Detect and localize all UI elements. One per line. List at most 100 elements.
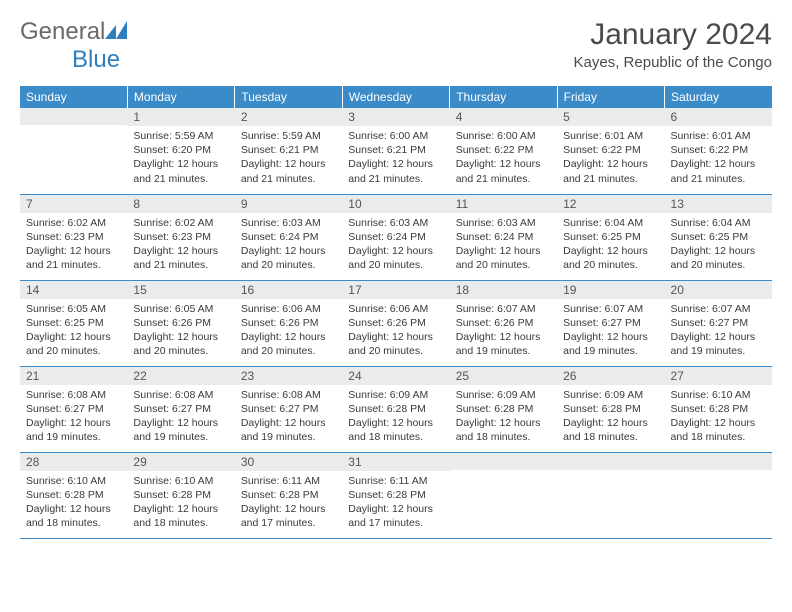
calendar-cell: 28Sunrise: 6:10 AMSunset: 6:28 PMDayligh… xyxy=(20,452,127,538)
calendar-row: 21Sunrise: 6:08 AMSunset: 6:27 PMDayligh… xyxy=(20,366,772,452)
day-details: Sunrise: 6:09 AMSunset: 6:28 PMDaylight:… xyxy=(450,385,557,449)
calendar-cell: 3Sunrise: 6:00 AMSunset: 6:21 PMDaylight… xyxy=(342,108,449,194)
day-details: Sunrise: 6:00 AMSunset: 6:21 PMDaylight:… xyxy=(342,126,449,190)
day-number: 1 xyxy=(127,108,234,126)
day-details: Sunrise: 6:10 AMSunset: 6:28 PMDaylight:… xyxy=(665,385,772,449)
calendar-cell: 5Sunrise: 6:01 AMSunset: 6:22 PMDaylight… xyxy=(557,108,664,194)
day-details: Sunrise: 6:10 AMSunset: 6:28 PMDaylight:… xyxy=(127,471,234,535)
day-details: Sunrise: 6:07 AMSunset: 6:27 PMDaylight:… xyxy=(665,299,772,363)
calendar-cell: 31Sunrise: 6:11 AMSunset: 6:28 PMDayligh… xyxy=(342,452,449,538)
day-number: 15 xyxy=(127,281,234,299)
day-number: 20 xyxy=(665,281,772,299)
day-number: 21 xyxy=(20,367,127,385)
weekday-header: Thursday xyxy=(450,86,557,108)
day-number-empty xyxy=(665,453,772,470)
day-details: Sunrise: 6:04 AMSunset: 6:25 PMDaylight:… xyxy=(665,213,772,277)
weekday-header: Tuesday xyxy=(235,86,342,108)
day-number-empty xyxy=(450,453,557,470)
day-number: 24 xyxy=(342,367,449,385)
weekday-header: Monday xyxy=(127,86,234,108)
day-details: Sunrise: 6:01 AMSunset: 6:22 PMDaylight:… xyxy=(665,126,772,190)
calendar-cell: 17Sunrise: 6:06 AMSunset: 6:26 PMDayligh… xyxy=(342,280,449,366)
month-title: January 2024 xyxy=(574,18,772,52)
day-number-empty xyxy=(557,453,664,470)
day-number: 2 xyxy=(235,108,342,126)
calendar-table: SundayMondayTuesdayWednesdayThursdayFrid… xyxy=(20,86,772,539)
calendar-cell: 24Sunrise: 6:09 AMSunset: 6:28 PMDayligh… xyxy=(342,366,449,452)
day-number: 16 xyxy=(235,281,342,299)
location: Kayes, Republic of the Congo xyxy=(574,54,772,71)
calendar-row: 14Sunrise: 6:05 AMSunset: 6:25 PMDayligh… xyxy=(20,280,772,366)
calendar-cell: 9Sunrise: 6:03 AMSunset: 6:24 PMDaylight… xyxy=(235,194,342,280)
calendar-cell: 16Sunrise: 6:06 AMSunset: 6:26 PMDayligh… xyxy=(235,280,342,366)
calendar-cell: 2Sunrise: 5:59 AMSunset: 6:21 PMDaylight… xyxy=(235,108,342,194)
calendar-cell xyxy=(20,108,127,194)
day-details: Sunrise: 6:04 AMSunset: 6:25 PMDaylight:… xyxy=(557,213,664,277)
day-details: Sunrise: 6:03 AMSunset: 6:24 PMDaylight:… xyxy=(342,213,449,277)
weekday-header: Saturday xyxy=(665,86,772,108)
calendar-cell: 8Sunrise: 6:02 AMSunset: 6:23 PMDaylight… xyxy=(127,194,234,280)
day-number: 22 xyxy=(127,367,234,385)
calendar-row: 1Sunrise: 5:59 AMSunset: 6:20 PMDaylight… xyxy=(20,108,772,194)
day-number: 27 xyxy=(665,367,772,385)
day-details: Sunrise: 6:07 AMSunset: 6:27 PMDaylight:… xyxy=(557,299,664,363)
weekday-header: Friday xyxy=(557,86,664,108)
calendar-row: 28Sunrise: 6:10 AMSunset: 6:28 PMDayligh… xyxy=(20,452,772,538)
day-number: 30 xyxy=(235,453,342,471)
calendar-cell: 27Sunrise: 6:10 AMSunset: 6:28 PMDayligh… xyxy=(665,366,772,452)
day-details: Sunrise: 6:05 AMSunset: 6:26 PMDaylight:… xyxy=(127,299,234,363)
day-details: Sunrise: 6:08 AMSunset: 6:27 PMDaylight:… xyxy=(127,385,234,449)
calendar-row: 7Sunrise: 6:02 AMSunset: 6:23 PMDaylight… xyxy=(20,194,772,280)
day-number: 10 xyxy=(342,195,449,213)
day-number: 4 xyxy=(450,108,557,126)
calendar-cell: 30Sunrise: 6:11 AMSunset: 6:28 PMDayligh… xyxy=(235,452,342,538)
day-number: 11 xyxy=(450,195,557,213)
logo: General Blue xyxy=(20,18,127,74)
day-details: Sunrise: 6:02 AMSunset: 6:23 PMDaylight:… xyxy=(20,213,127,277)
day-details: Sunrise: 6:09 AMSunset: 6:28 PMDaylight:… xyxy=(557,385,664,449)
title-block: January 2024 Kayes, Republic of the Cong… xyxy=(574,18,772,71)
calendar-cell: 25Sunrise: 6:09 AMSunset: 6:28 PMDayligh… xyxy=(450,366,557,452)
calendar-cell: 29Sunrise: 6:10 AMSunset: 6:28 PMDayligh… xyxy=(127,452,234,538)
day-details: Sunrise: 6:01 AMSunset: 6:22 PMDaylight:… xyxy=(557,126,664,190)
day-details: Sunrise: 6:06 AMSunset: 6:26 PMDaylight:… xyxy=(342,299,449,363)
weekday-header: Sunday xyxy=(20,86,127,108)
calendar-cell: 18Sunrise: 6:07 AMSunset: 6:26 PMDayligh… xyxy=(450,280,557,366)
day-details: Sunrise: 6:07 AMSunset: 6:26 PMDaylight:… xyxy=(450,299,557,363)
day-details: Sunrise: 6:05 AMSunset: 6:25 PMDaylight:… xyxy=(20,299,127,363)
day-details: Sunrise: 6:03 AMSunset: 6:24 PMDaylight:… xyxy=(450,213,557,277)
day-number: 3 xyxy=(342,108,449,126)
calendar-cell xyxy=(665,452,772,538)
calendar-cell: 6Sunrise: 6:01 AMSunset: 6:22 PMDaylight… xyxy=(665,108,772,194)
calendar-cell: 23Sunrise: 6:08 AMSunset: 6:27 PMDayligh… xyxy=(235,366,342,452)
day-number: 19 xyxy=(557,281,664,299)
calendar-cell: 19Sunrise: 6:07 AMSunset: 6:27 PMDayligh… xyxy=(557,280,664,366)
day-number: 31 xyxy=(342,453,449,471)
calendar-cell: 22Sunrise: 6:08 AMSunset: 6:27 PMDayligh… xyxy=(127,366,234,452)
logo-text-blue: Blue xyxy=(72,46,120,73)
day-number: 7 xyxy=(20,195,127,213)
day-details: Sunrise: 6:08 AMSunset: 6:27 PMDaylight:… xyxy=(20,385,127,449)
day-details: Sunrise: 6:00 AMSunset: 6:22 PMDaylight:… xyxy=(450,126,557,190)
day-number: 17 xyxy=(342,281,449,299)
calendar-cell: 7Sunrise: 6:02 AMSunset: 6:23 PMDaylight… xyxy=(20,194,127,280)
day-details: Sunrise: 6:06 AMSunset: 6:26 PMDaylight:… xyxy=(235,299,342,363)
day-number: 14 xyxy=(20,281,127,299)
day-number: 5 xyxy=(557,108,664,126)
calendar-cell: 15Sunrise: 6:05 AMSunset: 6:26 PMDayligh… xyxy=(127,280,234,366)
day-number: 26 xyxy=(557,367,664,385)
calendar-cell: 14Sunrise: 6:05 AMSunset: 6:25 PMDayligh… xyxy=(20,280,127,366)
calendar-cell: 21Sunrise: 6:08 AMSunset: 6:27 PMDayligh… xyxy=(20,366,127,452)
weekday-header: Wednesday xyxy=(342,86,449,108)
logo-icon xyxy=(105,18,127,45)
calendar-cell: 20Sunrise: 6:07 AMSunset: 6:27 PMDayligh… xyxy=(665,280,772,366)
day-details: Sunrise: 6:03 AMSunset: 6:24 PMDaylight:… xyxy=(235,213,342,277)
calendar-cell: 10Sunrise: 6:03 AMSunset: 6:24 PMDayligh… xyxy=(342,194,449,280)
day-details: Sunrise: 5:59 AMSunset: 6:21 PMDaylight:… xyxy=(235,126,342,190)
calendar-cell: 4Sunrise: 6:00 AMSunset: 6:22 PMDaylight… xyxy=(450,108,557,194)
day-number-empty xyxy=(20,108,127,125)
day-details: Sunrise: 6:11 AMSunset: 6:28 PMDaylight:… xyxy=(235,471,342,535)
day-details: Sunrise: 6:10 AMSunset: 6:28 PMDaylight:… xyxy=(20,471,127,535)
day-number: 25 xyxy=(450,367,557,385)
day-number: 12 xyxy=(557,195,664,213)
